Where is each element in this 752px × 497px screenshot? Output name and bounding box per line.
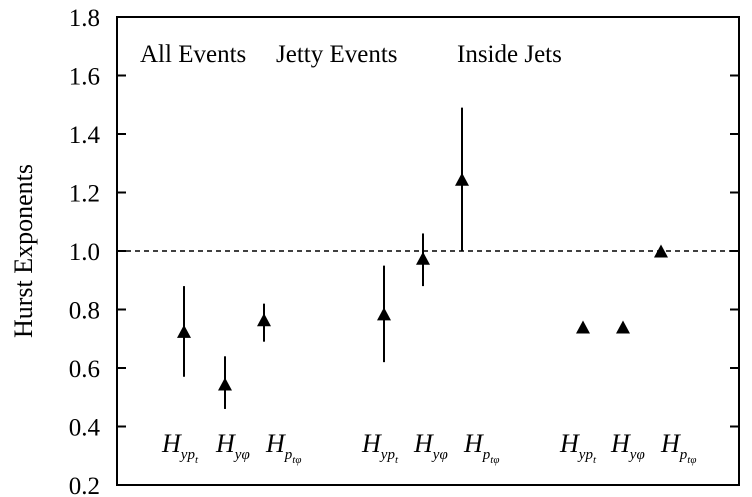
point-label: Hypt — [361, 429, 399, 466]
point-labels: Hypt Hyφ Hptφ Hypt Hyφ Hptφ Hypt Hyφ Hptφ — [161, 429, 696, 466]
point-label: Hptφ — [660, 429, 696, 466]
data-point-marker — [257, 313, 271, 327]
data-points — [177, 107, 668, 409]
y-tick-label: 1.4 — [69, 122, 101, 149]
y-tick-label: 0.8 — [69, 298, 100, 325]
y-axis-label: Hurst Exponents — [9, 164, 38, 338]
data-point-marker — [616, 320, 630, 334]
point-label: Hypt — [559, 429, 597, 466]
data-point-marker — [377, 307, 391, 321]
y-tick-label: 0.4 — [69, 415, 101, 442]
point-label: Hyφ — [610, 429, 645, 463]
data-point-marker — [455, 172, 469, 186]
y-tick-label: 1.2 — [69, 181, 100, 208]
point-label: Hypt — [161, 429, 199, 466]
group-labels: All Events Jetty Events Inside Jets — [140, 41, 562, 68]
y-tick-label: 1.0 — [69, 239, 100, 266]
point-label: Hyφ — [413, 429, 448, 463]
data-point-marker — [654, 244, 668, 258]
point-label: Hptφ — [463, 429, 499, 466]
data-point-marker — [177, 324, 191, 338]
group-title-label: Inside Jets — [457, 41, 562, 68]
data-point-marker — [576, 320, 590, 334]
point-label: Hptφ — [265, 429, 301, 466]
point-label: Hyφ — [215, 429, 250, 463]
y-tick-label: 1.6 — [69, 64, 100, 91]
data-point-marker — [218, 377, 232, 391]
group-title-label: Jetty Events — [276, 41, 398, 68]
group-title-label: All Events — [140, 41, 246, 68]
y-tick-label: 0.2 — [69, 473, 100, 497]
y-tick-label: 1.8 — [69, 5, 100, 32]
data-point-marker — [416, 251, 430, 265]
y-tick-label: 0.6 — [69, 356, 100, 383]
y-axis: 0.2 0.4 0.6 0.8 1.0 1.2 1.4 1.6 1.8 — [69, 5, 739, 497]
